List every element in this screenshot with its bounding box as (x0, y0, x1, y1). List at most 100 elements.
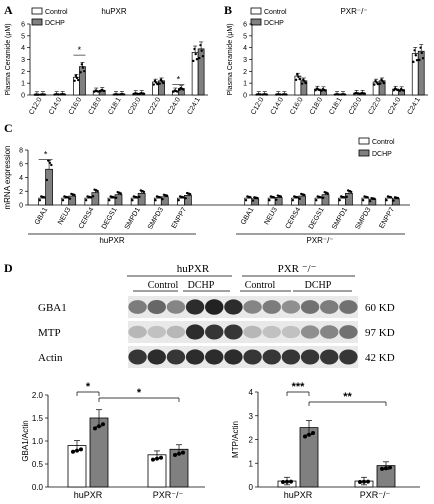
panel-a-x-tick-label: C24:0 (167, 96, 182, 116)
panel-c-y-tick-label: 6 (19, 161, 23, 168)
chart-panel-a: 0 1 2 3 4 5 6 Plasma Ceramide (μM) C12:0 C14:0 C16… (5, 22, 208, 116)
panel-c-bar (160, 196, 169, 206)
panel-a-significance-star: * (177, 75, 181, 85)
panel-c-x-tick-label: SMPD1 (124, 206, 142, 230)
panel-c-data-point (392, 199, 395, 202)
panel-a-data-point (198, 56, 201, 60)
panel-d-gba1-y-tick-label: 2.0 (32, 391, 44, 400)
panel-c-bar (114, 194, 123, 206)
panel-a-data-point (159, 78, 163, 81)
legend-a-control-swatch (31, 7, 43, 15)
panel-b-data-point (414, 54, 418, 57)
panel-c-group-hupxr: huPXR (99, 236, 125, 245)
panel-c-data-point (303, 193, 306, 197)
panel-c-y-tick-label: 8 (19, 148, 23, 155)
panel-c-data-point (89, 196, 92, 199)
panel-c-y-tick-label: 4 (19, 175, 23, 182)
panel-d-gba1-data-point (79, 447, 83, 452)
panel-b-data-point (314, 89, 317, 92)
blot-band (205, 324, 224, 340)
panel-b-data-point (259, 93, 262, 96)
panel-d-mtp-data-point (311, 430, 315, 435)
panel-a-significance-star: * (78, 45, 82, 55)
panel-c-data-point (43, 196, 46, 199)
panel-c-data-point (366, 196, 369, 199)
panel-b-x-tick-label: C18:0 (309, 96, 324, 116)
blot-row-label-gba1: GBA1 (38, 302, 67, 314)
panel-b-y-label: Plasma Ceramide (μM) (227, 23, 234, 95)
panel-c-bar (137, 192, 146, 206)
panel-c-data-point (161, 198, 164, 201)
blot-band (281, 300, 301, 314)
panel-c-data-point (73, 193, 76, 197)
panel-c-data-point (48, 161, 52, 165)
panel-c-data-point (251, 199, 255, 202)
panel-c-bar (321, 194, 330, 206)
panel-a-data-point (77, 78, 80, 82)
panel-b-y-tick-label: 2 (243, 69, 247, 76)
panel-c-y-tick-label: 0 (19, 203, 23, 210)
panel-d-gba1-y-tick-label: 0.0 (32, 483, 44, 492)
panel-b-data-point (304, 81, 307, 85)
legend-b-dchp-label: DCHP (264, 20, 284, 27)
panel-a-y-tick-label: 2 (21, 69, 25, 76)
blot-band (320, 300, 339, 314)
panel-c-x-tick-label: NEU3 (263, 206, 278, 226)
blot-size-gba1: 60 KD (365, 302, 395, 314)
panel-c-data-point (361, 198, 365, 202)
blot-band (243, 325, 262, 339)
panel-b-data-point (302, 78, 305, 81)
panel-a-y-tick-label: 3 (21, 57, 25, 64)
blot-band (339, 349, 358, 365)
panel-c-x-tick-label: GBA1 (240, 206, 255, 226)
panel-b-data-point (382, 81, 386, 85)
blot-band (128, 349, 147, 365)
legend-c-dchp-label: DCHP (372, 151, 392, 158)
panel-b-y-tick-label: 0 (243, 93, 247, 100)
panel-c-data-point (319, 196, 322, 199)
panel-a-data-point (194, 52, 197, 56)
panel-b-data-point (380, 78, 383, 81)
panel-d-gba1-x-tick-label: huPXR (74, 490, 103, 500)
panel-b-y-tick-label: 3 (243, 57, 247, 64)
panel-a-y-label: Plasma Ceramide (μM) (5, 23, 12, 95)
panel-c-data-point (385, 198, 388, 202)
panel-b-data-point (284, 93, 288, 96)
panel-a-data-point (96, 90, 100, 93)
panel-a-data-point (181, 88, 185, 91)
blot-band (166, 300, 186, 314)
panel-b-x-tick-label: C14:0 (270, 96, 285, 116)
blot-band (262, 349, 281, 365)
panel-c-data-point (181, 196, 185, 199)
panel-a-data-point (63, 93, 66, 96)
panel-d-mtp-data-point (358, 479, 362, 484)
blot-band (243, 349, 262, 365)
panel-b-data-point (363, 92, 366, 95)
panel-d-gba1-data-point (151, 457, 155, 462)
panel-a-y-tick-label: 5 (21, 33, 25, 40)
blot-band (300, 349, 320, 365)
panel-a-x-tick-label: C24:1 (186, 96, 201, 116)
panel-d-gba1-data-point (177, 451, 181, 456)
legend-b-control-swatch (250, 7, 262, 15)
panel-c-data-point (188, 193, 192, 196)
panel-c-x-tick-label: NEU3 (57, 206, 72, 226)
panel-d-gba1-data-point (93, 426, 97, 431)
panel-c-data-point (389, 196, 393, 199)
panel-d-mtp-data-point (281, 479, 285, 484)
panel-a-data-point (116, 93, 120, 96)
panel-d-mtp-y-tick-label: 0 (249, 483, 254, 492)
panel-d-gba1-y-tick-label: 0.5 (32, 460, 44, 469)
panel-a-data-point (200, 49, 203, 52)
legend-c-control-swatch (358, 137, 370, 145)
panel-a-y-tick-label: 0 (21, 93, 25, 100)
panel-b-y-tick-label: 1 (243, 81, 247, 88)
blot-genotype-pxrko: PXR ⁻/⁻ (278, 263, 317, 275)
blot-band (147, 325, 166, 339)
blot-band (281, 349, 301, 365)
panel-c-data-point (142, 190, 146, 194)
blot-row-mtp (128, 321, 358, 343)
panel-d-mtp-data-point (285, 479, 289, 484)
legend-a-control-label: Control (45, 9, 68, 16)
